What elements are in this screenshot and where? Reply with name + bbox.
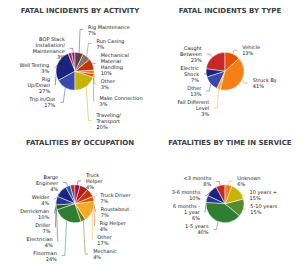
svg-text:Other: Other <box>97 233 112 240</box>
svg-text:Barge: Barge <box>43 173 59 180</box>
svg-text:Maintenance: Maintenance <box>32 48 65 55</box>
svg-text:6 months -: 6 months - <box>172 203 200 210</box>
svg-text:Handling: Handling <box>100 63 123 70</box>
svg-text:20%: 20% <box>97 124 108 130</box>
svg-text:FATALITIES BY OCCUPATION: FATALITIES BY OCCUPATION <box>26 139 134 147</box>
svg-text:BOP Stack: BOP Stack <box>39 36 65 43</box>
svg-text:3%: 3% <box>101 84 109 90</box>
svg-text:Rig Maintenance: Rig Maintenance <box>88 23 130 30</box>
svg-text:1 year: 1 year <box>183 209 200 216</box>
svg-text:Fall Different: Fall Different <box>177 99 210 105</box>
svg-text:Shock: Shock <box>184 71 199 77</box>
svg-text:17%: 17% <box>44 102 55 108</box>
svg-text:7%: 7% <box>42 228 50 234</box>
svg-text:Up/Down: Up/Down <box>27 82 51 89</box>
svg-text:17%: 17% <box>97 240 108 246</box>
svg-text:7%: 7% <box>191 77 199 83</box>
svg-text:FATAL INCIDENTS BY TYPE: FATAL INCIDENTS BY TYPE <box>179 7 282 15</box>
svg-text:Welder: Welder <box>31 193 50 200</box>
svg-text:7%: 7% <box>100 198 108 204</box>
svg-text:4%: 4% <box>86 184 94 190</box>
svg-text:4%: 4% <box>100 226 108 232</box>
svg-text:Between: Between <box>179 51 202 57</box>
svg-text:13%: 13% <box>190 91 201 97</box>
svg-text:Run Casing: Run Casing <box>96 37 125 44</box>
svg-text:Other: Other <box>100 77 115 84</box>
svg-text:Floorman: Floorman <box>33 249 57 256</box>
svg-text:15%: 15% <box>250 209 261 215</box>
svg-text:Driller: Driller <box>35 221 51 228</box>
svg-text:Truck: Truck <box>86 171 100 178</box>
svg-text:Other: Other <box>187 85 202 91</box>
svg-text:Trip In/Out: Trip In/Out <box>29 96 56 103</box>
svg-text:3%: 3% <box>41 68 49 74</box>
svg-text:Mechanic: Mechanic <box>93 247 117 254</box>
svg-text:Truck Driver: Truck Driver <box>100 191 131 198</box>
svg-text:4%: 4% <box>41 200 49 206</box>
svg-text:6%: 6% <box>237 181 245 187</box>
svg-text:5-10 years: 5-10 years <box>250 203 278 210</box>
svg-text:Level: Level <box>196 105 210 111</box>
svg-text:7%: 7% <box>88 30 96 36</box>
svg-text:40%: 40% <box>197 229 208 235</box>
svg-text:FATAL INCIDENTS BY ACTIVITY: FATAL INCIDENTS BY ACTIVITY <box>21 7 140 15</box>
svg-text:Material: Material <box>100 57 121 64</box>
svg-text:15%: 15% <box>250 195 261 201</box>
svg-text:8%: 8% <box>203 181 211 187</box>
svg-text:13%: 13% <box>242 50 253 56</box>
svg-text:4%: 4% <box>93 254 101 260</box>
svg-text:7%: 7% <box>96 44 104 50</box>
svg-text:Mechanical: Mechanical <box>100 51 129 58</box>
svg-text:6%: 6% <box>192 215 200 221</box>
svg-text:27%: 27% <box>39 88 50 94</box>
svg-text:4%: 4% <box>45 242 53 248</box>
svg-text:Make Connection: Make Connection <box>99 94 143 101</box>
svg-text:7%: 7% <box>101 212 109 218</box>
svg-text:Transport: Transport <box>96 117 120 124</box>
svg-text:3%: 3% <box>57 54 65 60</box>
svg-text:3%: 3% <box>201 111 209 117</box>
svg-text:Helper: Helper <box>86 177 103 184</box>
svg-text:Unknown: Unknown <box>237 175 261 182</box>
svg-text:4%: 4% <box>50 186 58 192</box>
svg-text:Engineer: Engineer <box>35 179 59 186</box>
svg-text:Well Testing: Well Testing <box>19 62 50 69</box>
svg-text:3-6 months: 3-6 months <box>171 189 201 196</box>
svg-text:23%: 23% <box>191 57 202 63</box>
svg-text:Installation/: Installation/ <box>35 42 65 49</box>
svg-text:3%: 3% <box>100 101 108 107</box>
svg-text:Rig: Rig <box>42 76 51 83</box>
svg-text:Rig Helper: Rig Helper <box>99 219 126 226</box>
svg-text:24%: 24% <box>46 256 57 262</box>
svg-text:41%: 41% <box>253 83 264 89</box>
svg-text:Electrician: Electrician <box>26 235 53 242</box>
svg-text:Derrickman: Derrickman <box>20 207 50 214</box>
svg-text:FATALITIES BY TIME IN SERVICE: FATALITIES BY TIME IN SERVICE <box>168 139 292 147</box>
svg-text:Caught: Caught <box>183 45 202 51</box>
svg-text:Vehicle: Vehicle <box>242 44 260 51</box>
svg-text:Struck By: Struck By <box>252 77 277 83</box>
svg-text:Roustabout: Roustabout <box>100 205 130 212</box>
svg-text:10%: 10% <box>101 70 112 76</box>
svg-text:1-5 years: 1-5 years <box>185 223 209 230</box>
svg-text:Electric: Electric <box>180 65 199 71</box>
svg-text:10%: 10% <box>38 214 49 220</box>
svg-text:10 years +: 10 years + <box>249 189 278 196</box>
svg-text:Traveling/: Traveling/ <box>96 111 121 118</box>
svg-text:10%: 10% <box>189 195 200 201</box>
svg-text:<3 months: <3 months <box>183 175 212 182</box>
